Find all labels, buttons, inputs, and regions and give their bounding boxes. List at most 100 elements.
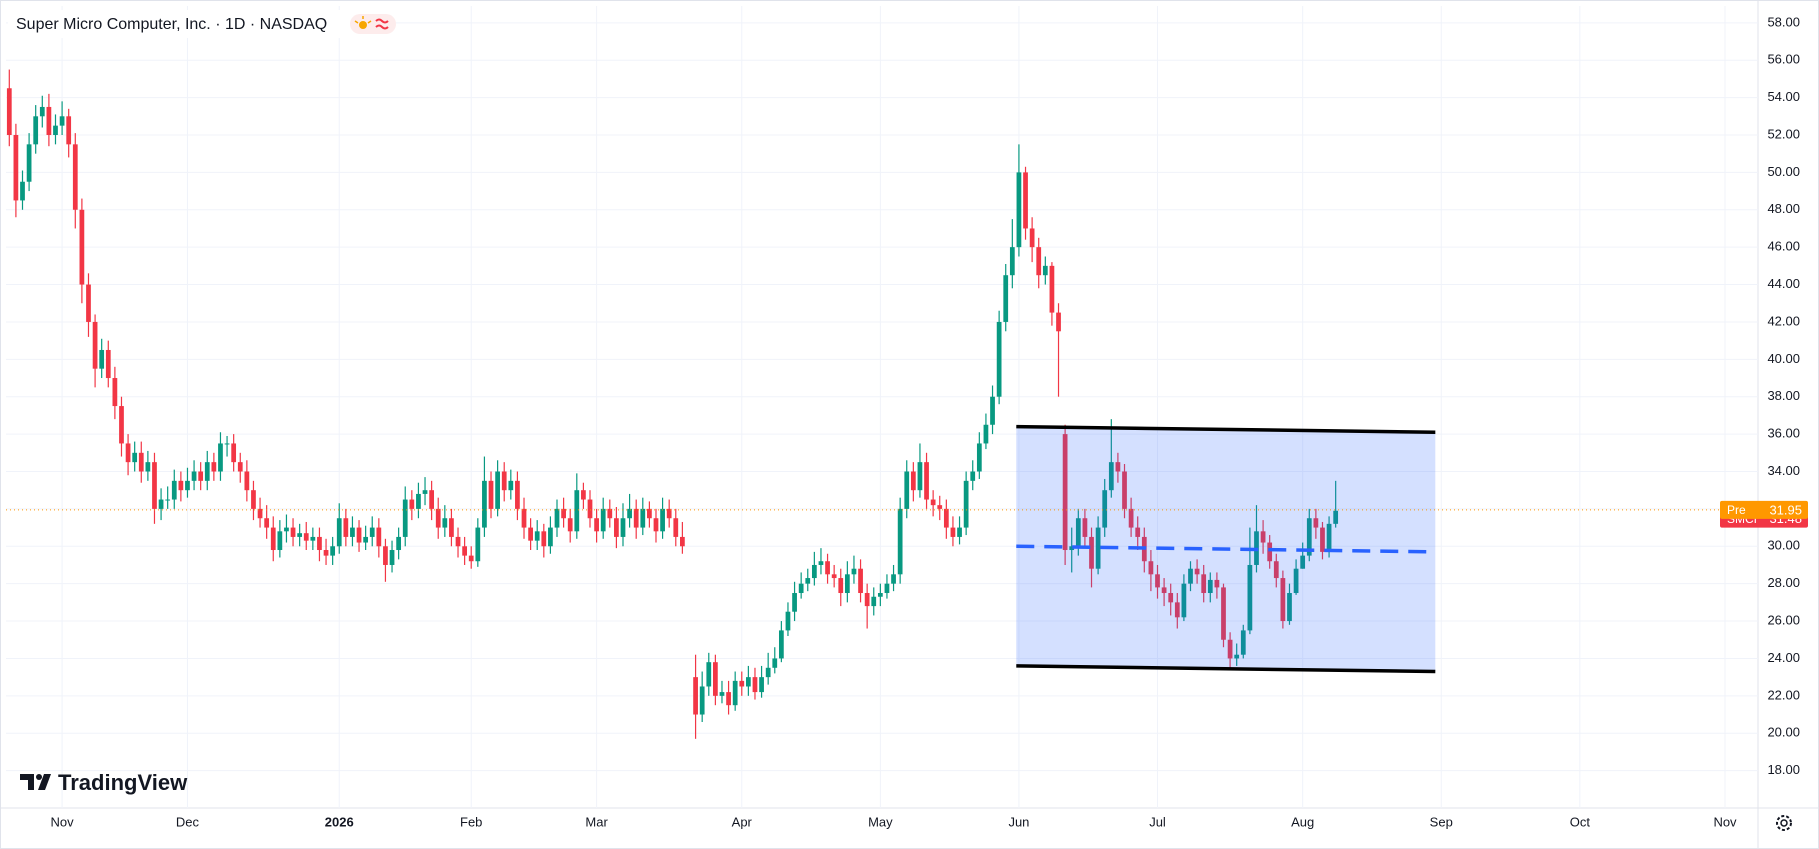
y-tick-label: 38.00 — [1767, 388, 1800, 403]
price-tag-name: Pre — [1727, 503, 1746, 517]
candle-body — [13, 134, 19, 201]
candle-body — [957, 527, 962, 537]
candle-body — [653, 518, 659, 532]
candle-body — [970, 471, 976, 481]
candle-body — [884, 583, 890, 594]
x-tick-label: Nov — [51, 814, 75, 829]
candle-body — [713, 662, 718, 696]
candle-body — [561, 508, 566, 519]
candle-body — [231, 443, 237, 463]
candle-body — [1300, 555, 1306, 569]
candle-body — [792, 593, 797, 612]
candle-body — [284, 527, 289, 532]
candle-body — [759, 677, 764, 693]
candle-body — [897, 508, 903, 575]
candle-body — [1201, 574, 1207, 594]
candle-body — [877, 593, 883, 597]
y-tick-label: 30.00 — [1767, 538, 1800, 553]
y-tick-label: 52.00 — [1767, 126, 1800, 141]
grid — [6, 6, 1758, 808]
candle-body — [548, 527, 553, 547]
candle-body — [297, 533, 303, 537]
candle-body — [1273, 561, 1279, 579]
status-icons — [350, 14, 396, 34]
candle-body — [726, 692, 731, 706]
y-tick-label: 34.00 — [1767, 463, 1800, 478]
candle-body — [435, 508, 441, 528]
candle-body — [528, 527, 533, 541]
candle-body — [765, 667, 771, 678]
candle-body — [442, 518, 448, 528]
candle-body — [290, 527, 296, 537]
candle-body — [858, 568, 863, 594]
candle-body — [633, 508, 639, 528]
candle-body — [732, 680, 738, 706]
candle-body — [838, 578, 844, 594]
channel-upper — [1016, 424, 1436, 434]
candle-body — [119, 406, 124, 444]
candle-body — [1293, 568, 1299, 594]
candle-body — [805, 578, 811, 584]
candle-body — [495, 471, 500, 509]
candle-body — [1003, 275, 1009, 322]
y-tick-label: 24.00 — [1767, 650, 1800, 665]
candle-body — [356, 527, 362, 543]
y-tick-label: 42.00 — [1767, 313, 1800, 328]
candle-body — [587, 499, 593, 519]
candle-body — [699, 686, 705, 715]
x-tick-label: Jun — [1008, 814, 1029, 829]
candle-body — [376, 527, 382, 547]
candle-body — [1306, 518, 1312, 556]
candle-body — [363, 536, 369, 543]
x-tick-label: 2026 — [325, 814, 354, 829]
candle-body — [350, 527, 355, 537]
candle-body — [976, 443, 982, 472]
overlay — [6, 424, 1758, 674]
candle-body — [620, 518, 626, 537]
candle-body — [521, 508, 527, 528]
candle-body — [1049, 265, 1055, 313]
candle-body — [1155, 574, 1160, 588]
candle-body — [581, 490, 586, 500]
chart-title: Super Micro Computer, Inc. · 1D · NASDAQ — [16, 16, 327, 33]
candle-body — [468, 555, 474, 562]
candle-body — [224, 443, 230, 445]
candle-body — [105, 349, 111, 379]
x-tick-label: Nov — [1713, 814, 1737, 829]
candle-body — [1095, 527, 1101, 569]
candle-body — [402, 499, 408, 537]
candle-body — [554, 508, 560, 528]
candle-body — [125, 443, 131, 463]
candle-body — [851, 568, 857, 575]
candle-body — [46, 106, 52, 135]
candle-body — [343, 518, 349, 537]
candle-body — [310, 536, 316, 541]
candle-body — [389, 550, 395, 565]
candle-body — [185, 480, 190, 491]
x-tick-label: Dec — [176, 814, 200, 829]
candle-body — [482, 480, 487, 528]
candle-body — [864, 593, 870, 607]
candle-body — [330, 546, 336, 556]
candle-body — [1194, 568, 1200, 575]
x-tick-label: Apr — [732, 814, 753, 829]
candle-body — [924, 462, 929, 500]
candle-body — [891, 574, 896, 584]
candle-body — [739, 680, 745, 687]
candle-body — [20, 181, 25, 201]
x-tick-label: Sep — [1430, 814, 1453, 829]
candle-body — [244, 471, 250, 491]
candle-body — [1280, 578, 1286, 622]
candle-body — [647, 508, 652, 519]
candle-body — [706, 662, 712, 687]
candle-body — [910, 471, 916, 491]
candle-body — [607, 508, 613, 519]
candle-body — [640, 508, 646, 528]
candle-body — [462, 546, 467, 556]
candle-body — [1056, 312, 1061, 332]
candle-body — [33, 116, 39, 145]
candle-body — [693, 677, 698, 715]
plot — [6, 69, 1339, 739]
candle-body — [508, 480, 514, 491]
settings-gear[interactable] — [1776, 815, 1792, 831]
